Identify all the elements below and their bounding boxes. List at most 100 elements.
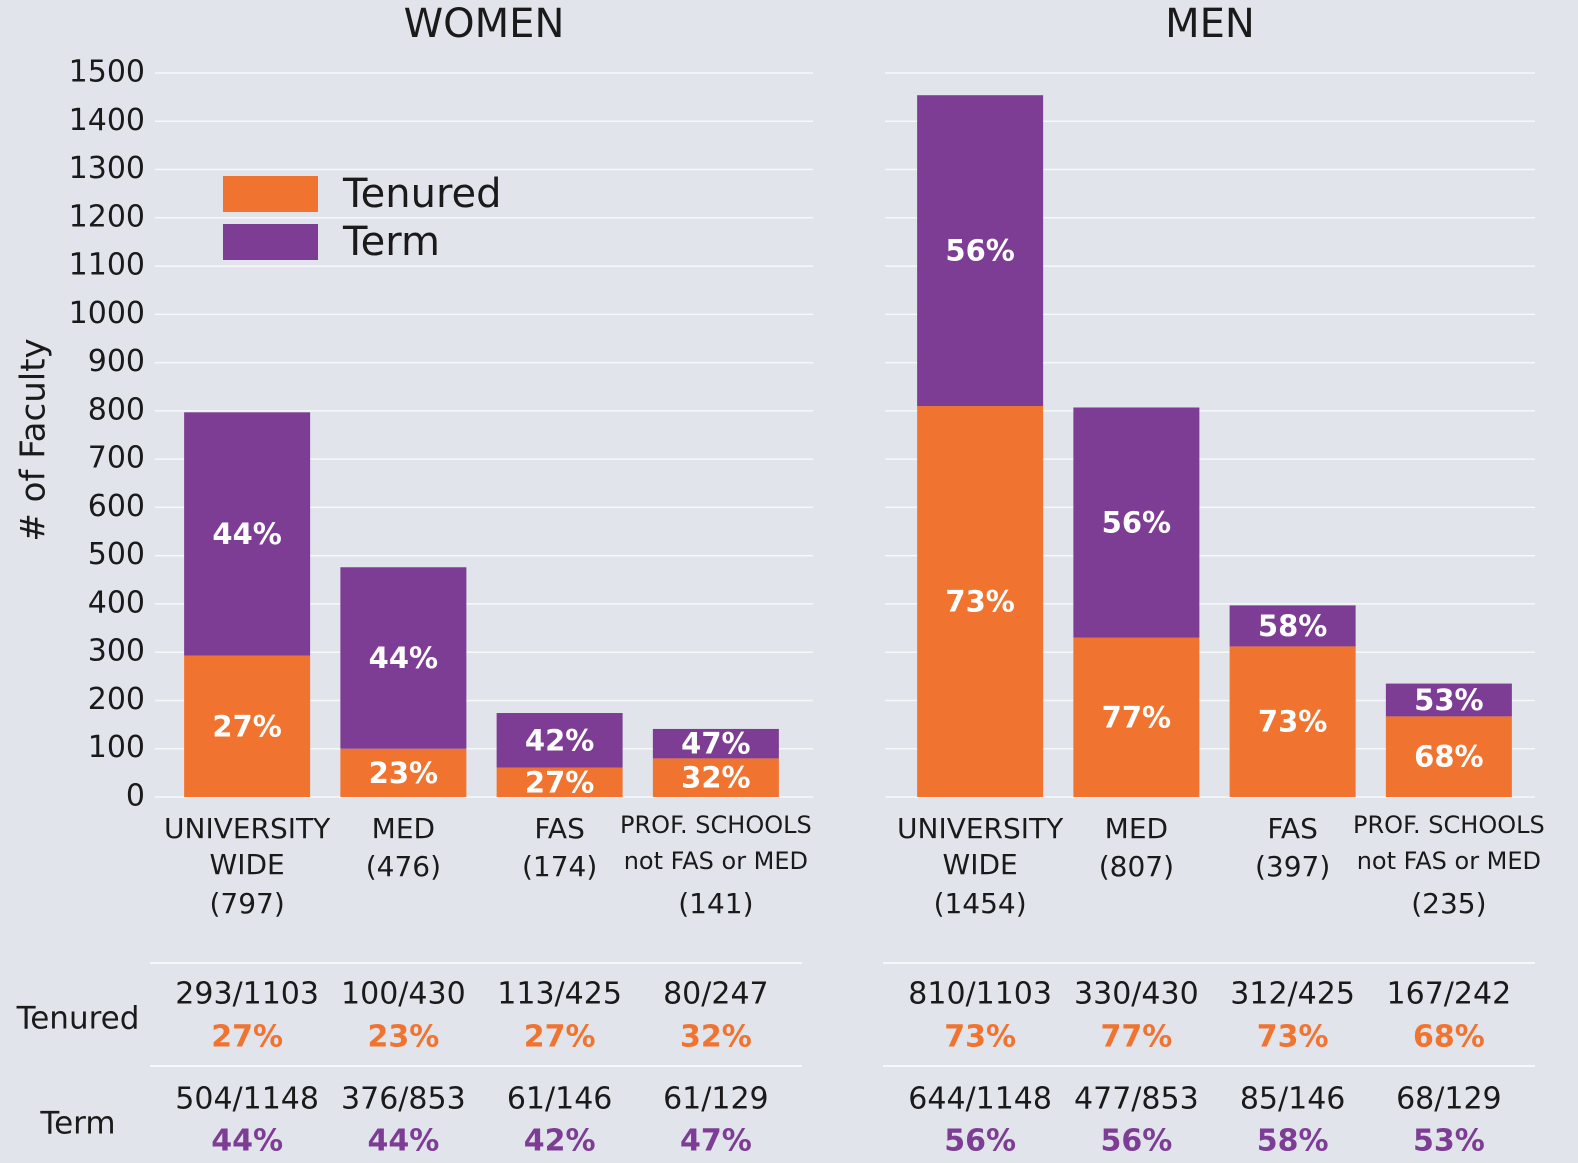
y-tick-label: 200 (88, 682, 145, 717)
bar-annotation: 47% (681, 727, 750, 761)
y-tick-label: 1200 (69, 199, 145, 234)
bar-annotation: 42% (525, 723, 594, 757)
x-tick-label: MED (1105, 812, 1168, 845)
y-tick-label: 300 (88, 634, 145, 669)
bar-segment (184, 655, 311, 797)
bar-segment (340, 748, 467, 797)
x-tick-label: (174) (522, 850, 597, 883)
table-share: 23% (367, 1020, 439, 1055)
table-share: 53% (1413, 1124, 1485, 1159)
y-tick-label: 600 (88, 489, 145, 524)
table-share: 58% (1257, 1124, 1329, 1159)
bar-annotation: 53% (1414, 683, 1483, 717)
table-count: 80/247 (663, 977, 769, 1012)
y-tick-label: 1300 (69, 151, 145, 186)
y-tick-label: 400 (88, 585, 145, 620)
bar-segment (917, 95, 1044, 407)
x-tick-label: (476) (366, 850, 441, 883)
bar-segment (652, 728, 779, 759)
bar-annotation: 77% (1102, 700, 1171, 734)
bar-segment (340, 567, 467, 749)
bar-annotation: 73% (945, 585, 1014, 619)
bar-segment (652, 758, 779, 797)
x-tick-label: (797) (209, 887, 284, 920)
table-count: 376/853 (341, 1082, 466, 1117)
table-share: 68% (1413, 1020, 1485, 1055)
x-tick-label: UNIVERSITY (897, 812, 1064, 845)
bar-segment (1229, 646, 1356, 797)
table-count: 644/1148 (908, 1082, 1052, 1117)
table-count: 85/146 (1240, 1082, 1346, 1117)
y-tick-label: 700 (88, 441, 145, 476)
y-tick-label: 1400 (69, 103, 145, 138)
x-tick-label: not FAS or MED (1357, 847, 1541, 875)
bar-segment (496, 767, 623, 797)
chart-title: MEN (1165, 1, 1255, 47)
x-tick-label: MED (372, 812, 435, 845)
row-label: Tenured (16, 1001, 140, 1037)
chart-title: WOMEN (404, 1, 565, 47)
x-tick-label: (807) (1099, 850, 1174, 883)
table-share: 73% (1257, 1020, 1329, 1055)
x-tick-label: FAS (1267, 812, 1317, 845)
table-share: 32% (680, 1020, 752, 1055)
x-tick-label: (397) (1255, 850, 1330, 883)
bar-segment (1385, 716, 1512, 797)
table-count: 312/425 (1230, 977, 1355, 1012)
table-share: 73% (944, 1020, 1016, 1055)
bar-annotation: 56% (1102, 506, 1171, 540)
table-count: 504/1148 (175, 1082, 319, 1117)
x-tick-label: WIDE (210, 848, 285, 881)
table-count: 810/1103 (908, 977, 1052, 1012)
y-tick-label: 1500 (69, 55, 145, 90)
x-tick-label: UNIVERSITY (164, 812, 331, 845)
bar-annotation: 58% (1258, 609, 1327, 643)
table-share: 42% (524, 1124, 596, 1159)
table-count: 330/430 (1074, 977, 1199, 1012)
bar-segment (1385, 683, 1512, 717)
table-share: 27% (524, 1020, 596, 1055)
legend-swatch (223, 224, 318, 260)
y-tick-label: 500 (88, 537, 145, 572)
bar-annotation: 56% (945, 234, 1014, 268)
bar-annotation: 27% (212, 709, 281, 743)
bar-annotation: 68% (1414, 740, 1483, 774)
table-share: 56% (1100, 1124, 1172, 1159)
y-tick-label: 100 (88, 730, 145, 765)
table-count: 61/146 (507, 1082, 613, 1117)
table-count: 100/430 (341, 977, 466, 1012)
x-tick-label: FAS (534, 812, 584, 845)
bar-segment (1073, 637, 1200, 797)
legend-swatch (223, 176, 318, 212)
bar-segment (1229, 605, 1356, 647)
x-tick-label: WIDE (943, 848, 1018, 881)
bar-annotation: 73% (1258, 705, 1327, 739)
x-tick-label: (1454) (934, 887, 1027, 920)
bar-annotation: 44% (212, 517, 281, 551)
bar-segment (184, 412, 311, 656)
bar-annotation: 44% (369, 641, 438, 675)
x-tick-label: not FAS or MED (624, 847, 808, 875)
table-share: 47% (680, 1124, 752, 1159)
table-count: 293/1103 (175, 977, 319, 1012)
x-tick-label: (141) (678, 887, 753, 920)
y-tick-label: 1100 (69, 248, 145, 283)
table-count: 477/853 (1074, 1082, 1199, 1117)
y-axis-label: # of Faculty (14, 338, 54, 541)
table-share: 44% (211, 1124, 283, 1159)
table-count: 113/425 (497, 977, 622, 1012)
table-share: 27% (211, 1020, 283, 1055)
bar-annotation: 32% (681, 761, 750, 795)
legend-label: Term (342, 219, 440, 265)
table-count: 68/129 (1396, 1082, 1502, 1117)
bar-segment (496, 713, 623, 768)
bar-annotation: 23% (369, 756, 438, 790)
table-count: 61/129 (663, 1082, 769, 1117)
y-tick-label: 800 (88, 392, 145, 427)
y-tick-label: 1000 (69, 296, 145, 331)
table-share: 77% (1100, 1020, 1172, 1055)
legend-label: Tenured (342, 171, 502, 217)
bar-segment (1073, 407, 1200, 638)
table-share: 56% (944, 1124, 1016, 1159)
